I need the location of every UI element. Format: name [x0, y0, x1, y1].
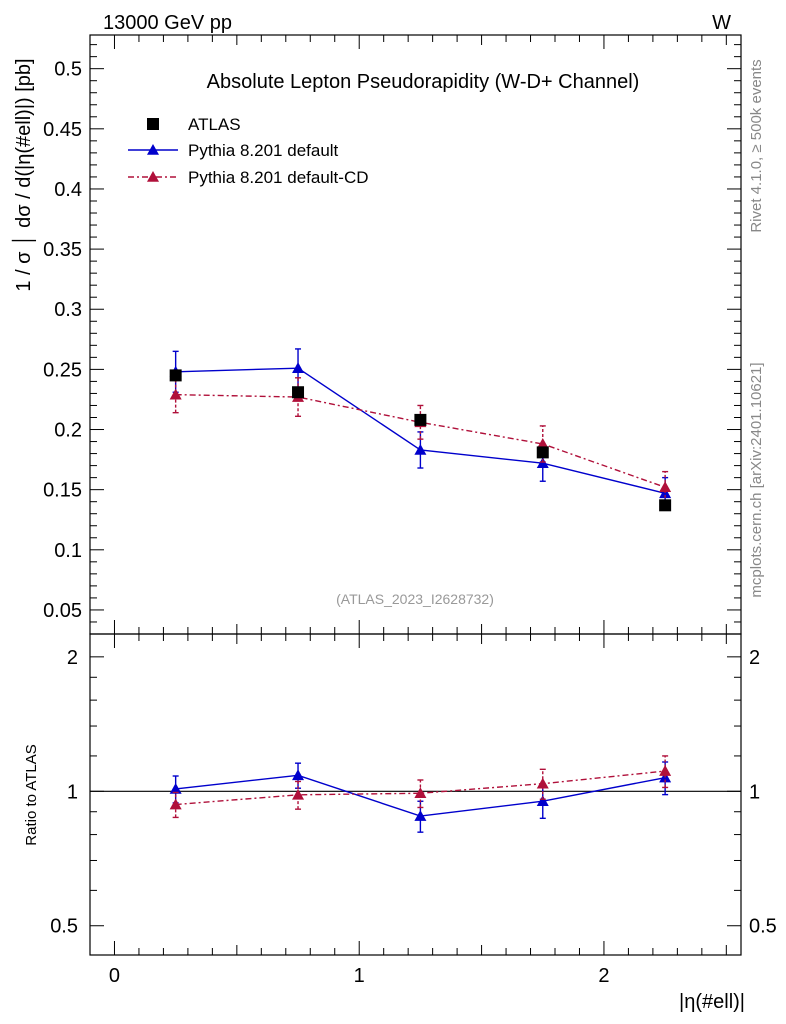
ratio-plot-frame	[89, 633, 742, 956]
ratio-series	[169, 755, 672, 833]
main-y-tick-label: 0.05	[43, 600, 82, 622]
main-data-point	[414, 443, 427, 455]
analysis-watermark: (ATLAS_2023_I2628732)	[336, 591, 494, 607]
mcplots-reference-label: mcplots.cern.ch [arXiv:2401.10621]	[748, 362, 765, 597]
x-axis-label: |η(#ell)|	[679, 991, 745, 1013]
main-y-tick-label: 0.35	[43, 239, 82, 261]
main-data-point	[659, 499, 672, 512]
main-data-point	[292, 386, 305, 399]
ratio-data-point	[536, 795, 549, 807]
ratio-axes: 0 1 2 0.5 0.5 1 1 2 2	[50, 634, 777, 987]
main-y-tick-label: 0.1	[54, 540, 82, 562]
legend-marker-default	[147, 144, 159, 155]
ratio-y-tick-label-left: 1	[67, 781, 78, 803]
main-y-tick-label: 0.25	[43, 359, 82, 381]
main-data-point	[414, 413, 427, 426]
main-axes: 0.05 0.1 0.15 0.2 0.25 0.3 0.35 0.4 0.45 0.5	[43, 35, 741, 635]
main-data-point	[169, 369, 182, 382]
ratio-y-axis-label: Ratio to ATLAS	[23, 744, 40, 845]
legend-label: Pythia 8.201 default-CD	[188, 168, 369, 187]
main-series-line-default	[175, 367, 666, 494]
x-tick-label: 2	[598, 965, 609, 987]
ratio-y-tick-label-right: 1	[749, 781, 760, 803]
main-y-tick-label: 0.15	[43, 480, 82, 502]
main-y-tick-label: 0.2	[54, 420, 82, 442]
x-tick-label: 0	[109, 965, 120, 987]
main-y-tick-label: 0.45	[43, 119, 82, 141]
main-data-point	[169, 388, 182, 400]
process-label: W	[712, 12, 731, 34]
main-series	[169, 348, 672, 512]
main-y-axis-label: 1 / σ │ dσ / d(|η(#ell)|) [pb]	[11, 58, 37, 291]
main-y-tick-label: 0.4	[54, 179, 82, 201]
ratio-data-point	[414, 810, 427, 821]
ratio-data-point	[536, 777, 549, 789]
ratio-data-point	[169, 782, 182, 794]
ratio-data-point	[169, 798, 182, 810]
legend-marker-data	[147, 118, 159, 130]
main-y-tick-label: 0.5	[54, 59, 82, 81]
ratio-y-tick-label-right: 0.5	[749, 916, 777, 938]
ratio-y-tick-label-left: 0.5	[50, 916, 78, 938]
main-y-tick-label: 0.3	[54, 299, 82, 321]
energy-label: 13000 GeV pp	[103, 12, 232, 34]
ratio-data-point	[292, 769, 305, 781]
ratio-y-tick-label-right: 2	[749, 647, 760, 669]
ratio-data-point	[659, 765, 672, 776]
legend-label: ATLAS	[188, 115, 241, 134]
chart-title: Absolute Lepton Pseudorapidity (W-D+ Cha…	[207, 71, 640, 93]
legend: ATLAS Pythia 8.201 default Pythia 8.201 de…	[128, 115, 369, 187]
main-data-point	[536, 446, 549, 459]
main-data-point	[292, 362, 305, 373]
x-tick-label: 1	[354, 965, 365, 987]
ratio-data-point	[414, 787, 427, 799]
main-data-point	[536, 437, 549, 449]
rivet-version-label: Rivet 4.1.0, ≥ 500k events	[748, 59, 765, 232]
ratio-series-line-default-cd	[175, 770, 666, 806]
ratio-data-point	[292, 788, 305, 800]
ratio-y-tick-label-left: 2	[67, 647, 78, 669]
legend-label: Pythia 8.201 default	[188, 141, 339, 160]
main-data-point	[659, 481, 672, 493]
legend-marker-default-cd	[147, 171, 159, 182]
